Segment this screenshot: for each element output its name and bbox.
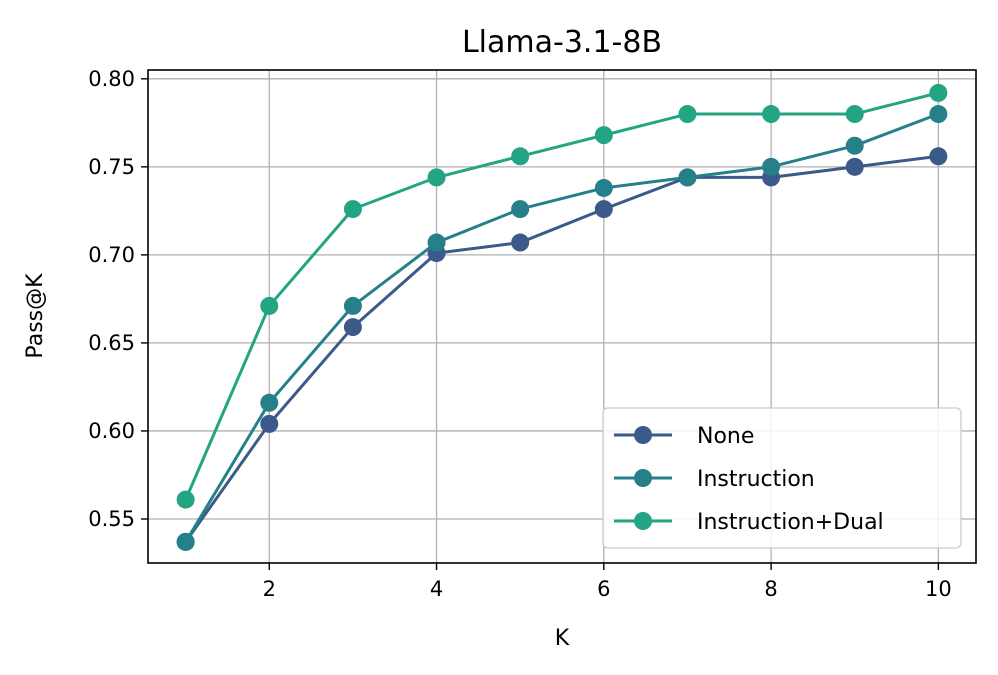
data-point (427, 233, 446, 252)
data-point (845, 136, 864, 155)
data-point (427, 168, 446, 187)
data-point (176, 490, 195, 509)
data-point (343, 318, 362, 337)
series-line (184, 154, 939, 543)
y-tick-label: 0.55 (88, 507, 135, 531)
data-point (845, 105, 864, 124)
data-point (594, 178, 613, 197)
data-point (343, 200, 362, 219)
x-tick-label: 4 (430, 577, 443, 601)
y-tick-label: 0.70 (88, 243, 135, 267)
data-point (260, 393, 279, 412)
data-point (845, 157, 864, 176)
data-point (594, 200, 613, 219)
data-point (343, 296, 362, 315)
legend-label: Instruction (697, 467, 815, 492)
plot-frame (147, 69, 977, 564)
data-point (762, 105, 781, 124)
data-point (260, 296, 279, 315)
x-axis-label: K (555, 626, 570, 651)
y-axis-label: Pass@K (23, 273, 48, 359)
legend-label: Instruction+Dual (697, 510, 884, 535)
axis-ticks: 2 4 6 8 10 0.55 0.60 0.65 0.70 0.75 0.80 (88, 67, 951, 601)
data-point (511, 200, 530, 219)
data-point (511, 233, 530, 252)
y-tick-label: 0.75 (88, 155, 135, 179)
x-tick-label: 8 (764, 577, 777, 601)
series-1 (176, 105, 948, 551)
series-line (184, 112, 939, 543)
data-point (176, 532, 195, 551)
grid-lines (148, 70, 976, 563)
legend: None Instruction Instruction+Dual (602, 407, 962, 549)
y-tick-label: 0.80 (88, 67, 135, 91)
series-layer (176, 83, 948, 551)
series-2 (176, 83, 948, 509)
legend-marker (634, 512, 652, 530)
chart-title: Llama-3.1-8B (462, 25, 662, 60)
y-tick-label: 0.65 (88, 331, 135, 355)
data-point (929, 83, 948, 102)
data-point (511, 147, 530, 166)
legend-marker (634, 469, 652, 487)
data-point (678, 105, 697, 124)
x-tick-label: 6 (597, 577, 610, 601)
y-tick-label: 0.60 (88, 419, 135, 443)
series-line (184, 91, 939, 501)
data-point (929, 147, 948, 166)
data-point (678, 168, 697, 187)
legend-marker (634, 426, 652, 444)
data-point (762, 157, 781, 176)
data-point (594, 126, 613, 145)
legend-box (602, 407, 962, 549)
data-point (929, 105, 948, 124)
legend-label: None (697, 424, 754, 449)
data-point (260, 414, 279, 433)
x-tick-label: 10 (925, 577, 952, 601)
x-tick-label: 2 (263, 577, 276, 601)
